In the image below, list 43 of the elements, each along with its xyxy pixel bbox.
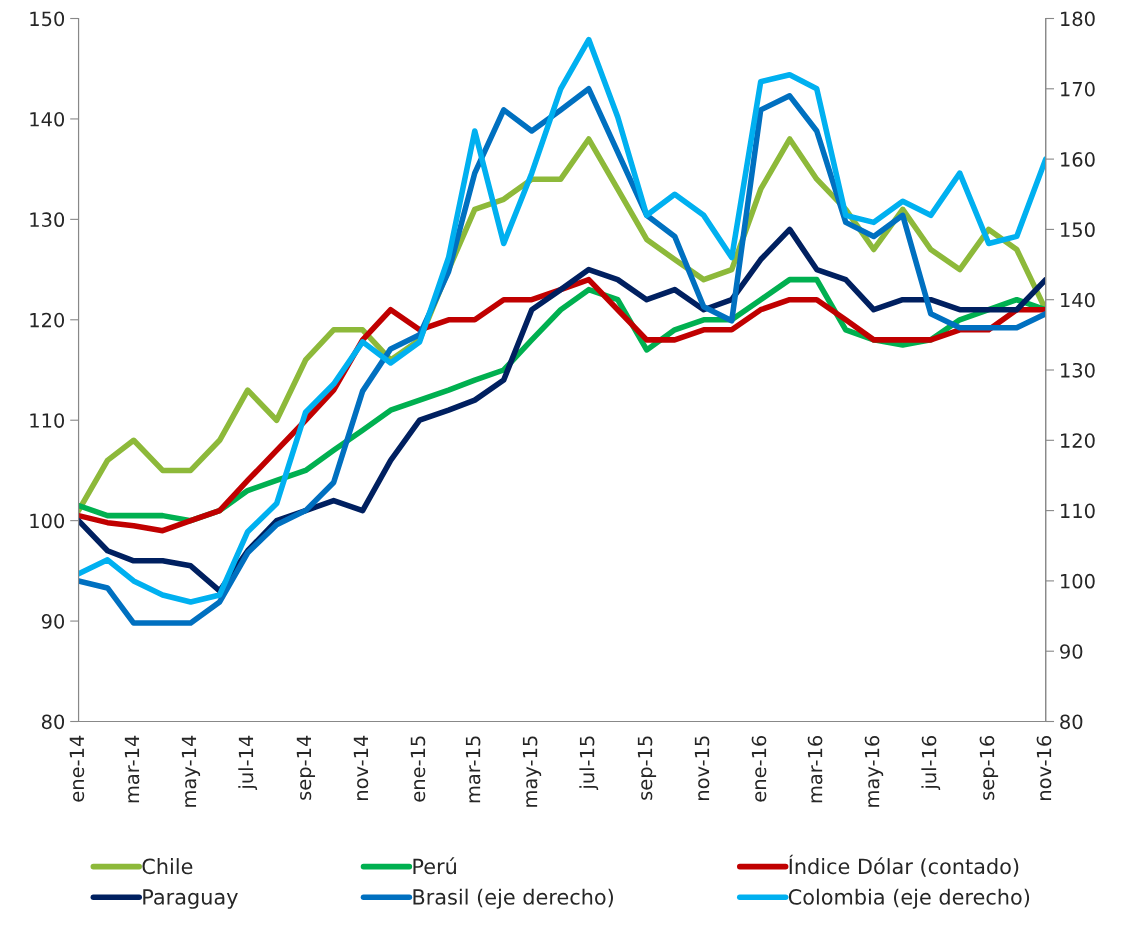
y-tick-label: 100 — [30, 513, 65, 529]
y2-tick-label: 180 — [1061, 11, 1095, 27]
y2-tick-label: 80 — [1060, 714, 1083, 730]
y-tick-label: 150 — [30, 11, 65, 27]
y2-tick-label: 100 — [1061, 573, 1095, 589]
x-tick-label: ene-14 — [69, 735, 85, 802]
legend-label: Brasil (eje derecho) — [413, 888, 613, 909]
x-tick-label: may-14 — [181, 735, 201, 807]
y2-tick-label: 120 — [1061, 433, 1095, 448]
legend-label: Chile — [142, 858, 193, 875]
x-tick-label: nov-16 — [1036, 735, 1052, 800]
x-tick-label: mar-15 — [465, 736, 481, 803]
x-tick-label: jul-16 — [921, 735, 941, 790]
y-tick-label: 120 — [30, 312, 65, 328]
y2-tick-label: 140 — [1061, 292, 1095, 308]
x-tick-label: may-16 — [864, 735, 884, 807]
x-tick-label: sep-15 — [637, 736, 657, 800]
y-tick-label: 90 — [41, 614, 65, 629]
x-tick-label: jul-14 — [238, 735, 258, 790]
y2-tick-label: 150 — [1061, 222, 1095, 238]
legend-label: Paraguay — [143, 889, 238, 909]
y2-tick-label: 110 — [1061, 503, 1095, 519]
x-tick-label: mar-16 — [807, 735, 823, 803]
y-tick-label: 80 — [41, 714, 65, 730]
x-tick-label: ene-15 — [410, 736, 426, 802]
x-tick-label: ene-16 — [751, 735, 767, 802]
y2-tick-label: 170 — [1061, 81, 1095, 97]
x-tick-label: sep-14 — [296, 735, 316, 800]
x-tick-label: mar-14 — [124, 735, 140, 803]
x-tick-label: may-15 — [522, 736, 542, 807]
legend-label: Índice Dólar (contado) — [789, 854, 1019, 877]
y-tick-label: 110 — [30, 413, 65, 428]
x-tick-label: nov-15 — [694, 736, 710, 800]
x-tick-label: sep-16 — [979, 735, 999, 800]
x-tick-label: nov-14 — [353, 735, 369, 800]
legend-label: Colombia (eje derecho) — [788, 888, 1030, 909]
y2-tick-label: 130 — [1061, 362, 1095, 378]
y2-tick-label: 160 — [1061, 152, 1095, 167]
legend-label: Perú — [413, 857, 456, 875]
y-tick-label: 130 — [30, 212, 65, 228]
y-tick-label: 140 — [30, 111, 65, 127]
y2-tick-label: 90 — [1060, 644, 1083, 659]
x-tick-label: jul-15 — [579, 736, 599, 790]
